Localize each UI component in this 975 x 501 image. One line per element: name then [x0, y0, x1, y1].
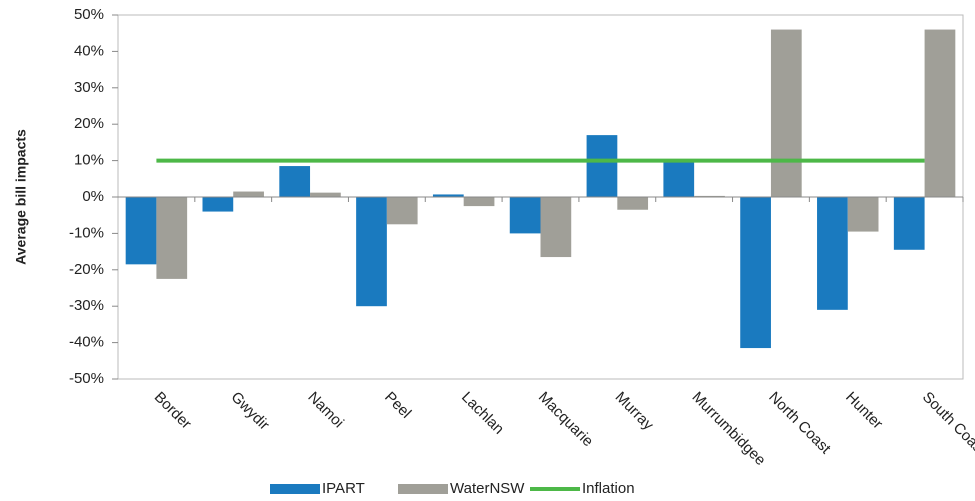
bar [233, 191, 264, 197]
legend-label: WaterNSW [450, 480, 525, 497]
bar [847, 197, 879, 232]
bar [740, 197, 771, 349]
y-tick-label: -20% [69, 261, 104, 278]
x-tick-label: Lachlan [458, 389, 507, 438]
legend-label: IPART [322, 480, 365, 497]
bar [770, 29, 802, 198]
x-tick-label: Murrumbidgee [689, 389, 769, 469]
bar [386, 197, 418, 225]
legend-swatch [398, 484, 448, 494]
bar [509, 197, 541, 234]
x-tick-label: Namoi [304, 389, 347, 432]
bar [310, 192, 341, 197]
x-tick-label: Macquarie [535, 389, 597, 451]
y-tick-label: 20% [74, 115, 104, 132]
y-tick-label: -40% [69, 334, 104, 351]
bar [694, 195, 725, 197]
x-tick-label: Peel [381, 389, 414, 422]
bar [540, 197, 572, 258]
bar [279, 166, 311, 197]
x-tick-label: Hunter [842, 389, 886, 433]
x-tick-label: South Coast [919, 389, 975, 460]
bar [924, 29, 956, 198]
bar [356, 197, 387, 307]
bar [202, 197, 234, 212]
y-tick-label: 0% [82, 188, 104, 205]
legend-label: Inflation [582, 480, 635, 497]
bar [156, 197, 188, 279]
y-tick-label: 10% [74, 152, 104, 169]
x-tick-label: North Coast [765, 389, 834, 458]
y-axis-title: Average bill impacts [13, 129, 29, 265]
y-tick-label: 50% [74, 6, 104, 23]
x-tick-label: Gwydir [228, 389, 273, 434]
legend-swatch [270, 484, 320, 494]
y-tick-label: -10% [69, 224, 104, 241]
y-tick-label: 40% [74, 42, 104, 59]
bar [125, 197, 157, 265]
bar [893, 197, 925, 250]
bar [617, 197, 649, 210]
y-tick-label: -50% [69, 370, 104, 387]
x-tick-label: Murray [612, 389, 657, 434]
bar [663, 162, 695, 197]
bar [463, 197, 495, 207]
x-tick-label: Border [151, 389, 195, 433]
y-tick-label: -30% [69, 297, 104, 314]
bar [817, 197, 848, 310]
bar [432, 194, 464, 197]
bar [586, 135, 618, 197]
y-tick-label: 30% [74, 79, 104, 96]
